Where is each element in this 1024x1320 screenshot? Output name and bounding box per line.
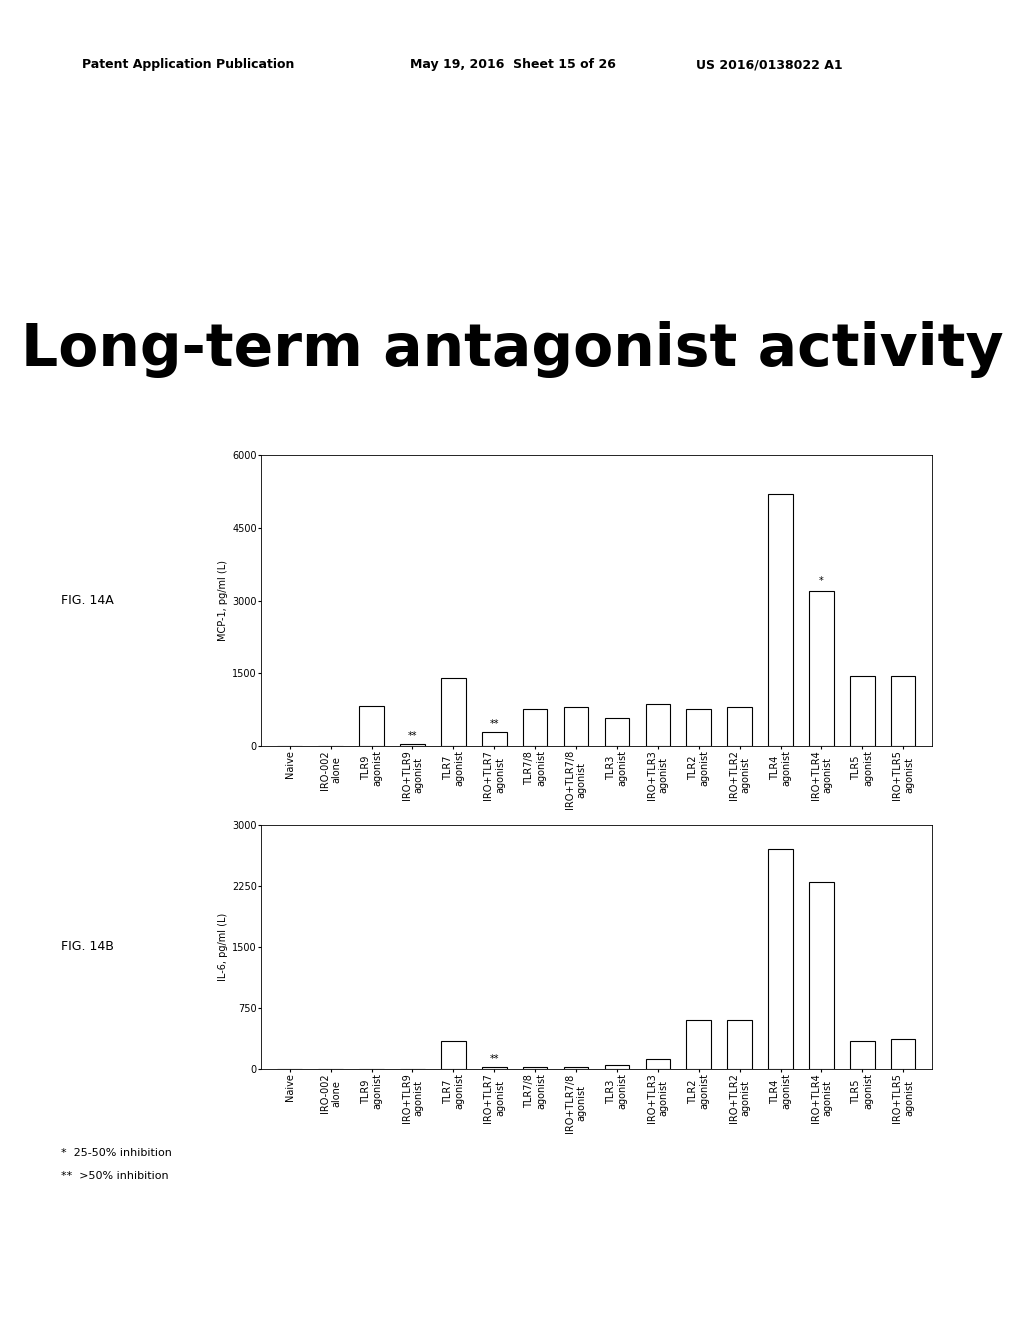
Bar (523, 1067, 548, 1069)
Bar (686, 709, 711, 746)
Text: FIG. 14B: FIG. 14B (61, 940, 115, 953)
Text: *  25-50% inhibition: * 25-50% inhibition (61, 1148, 172, 1159)
Text: **: ** (408, 731, 417, 742)
Bar (850, 676, 874, 746)
Bar (400, 744, 425, 746)
Bar (891, 676, 915, 746)
Bar (891, 1039, 915, 1069)
Text: **: ** (489, 719, 499, 729)
Text: **: ** (489, 1055, 499, 1064)
Bar (564, 708, 589, 746)
Text: May 19, 2016  Sheet 15 of 26: May 19, 2016 Sheet 15 of 26 (410, 58, 615, 71)
Y-axis label: IL-6, pg/ml (L): IL-6, pg/ml (L) (218, 913, 228, 981)
Bar (441, 678, 466, 746)
Bar (768, 494, 793, 746)
Bar (564, 1067, 589, 1069)
Bar (809, 591, 834, 746)
Text: *: * (819, 576, 823, 586)
Text: **  >50% inhibition: ** >50% inhibition (61, 1171, 169, 1181)
Bar (482, 733, 507, 746)
Bar (850, 1040, 874, 1069)
Bar (441, 1040, 466, 1069)
Bar (727, 708, 752, 746)
Bar (482, 1067, 507, 1069)
Y-axis label: MCP-1, pg/ml (L): MCP-1, pg/ml (L) (218, 560, 228, 642)
Bar (727, 1020, 752, 1069)
Bar (645, 704, 670, 746)
Bar (768, 850, 793, 1069)
Bar (359, 706, 384, 746)
Bar (523, 709, 548, 746)
Text: FIG. 14A: FIG. 14A (61, 594, 115, 607)
Bar (809, 882, 834, 1069)
Text: US 2016/0138022 A1: US 2016/0138022 A1 (696, 58, 843, 71)
Bar (686, 1020, 711, 1069)
Text: Long-term antagonist activity: Long-term antagonist activity (20, 321, 1004, 379)
Bar (645, 1059, 670, 1069)
Bar (604, 1065, 629, 1069)
Text: Patent Application Publication: Patent Application Publication (82, 58, 294, 71)
Bar (604, 718, 629, 746)
